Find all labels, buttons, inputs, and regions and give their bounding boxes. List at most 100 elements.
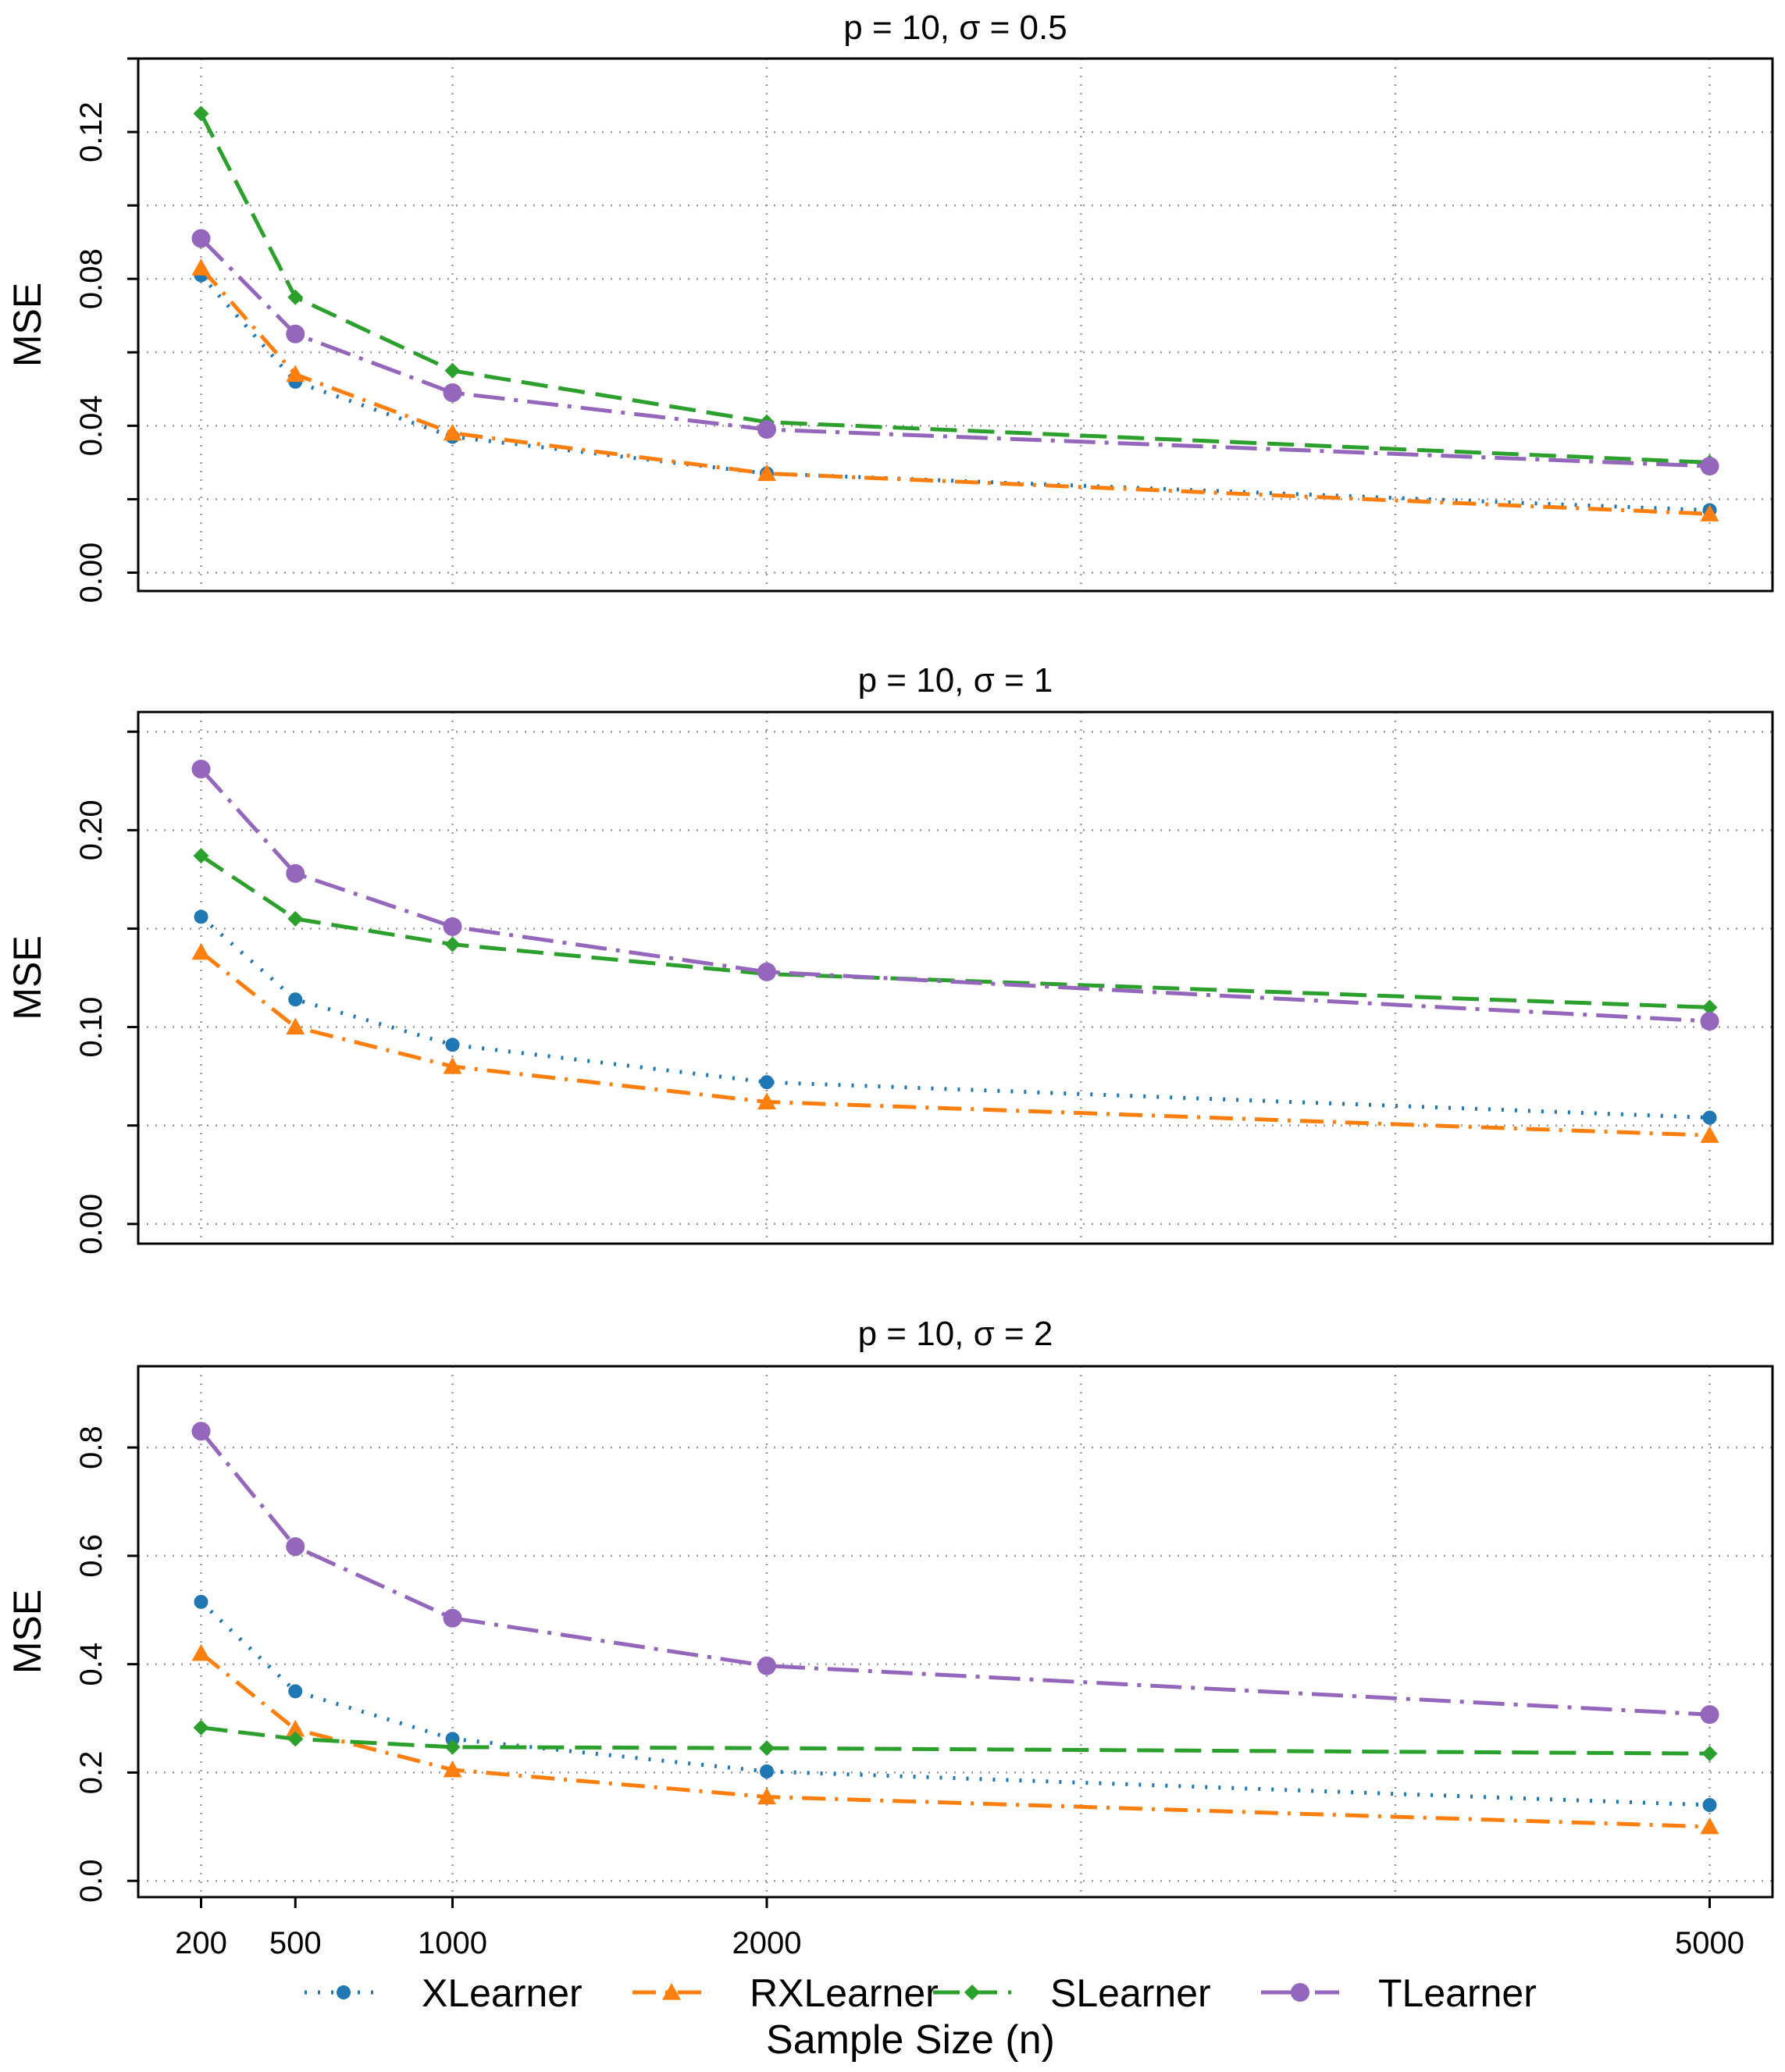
data-point: [193, 1719, 209, 1736]
series-line: [201, 1725, 1710, 1756]
x-tick-label: 200: [175, 1926, 227, 1960]
grid: [137, 57, 1773, 591]
panel-title: p = 10, σ = 1: [858, 661, 1053, 700]
legend-entry-rxlearner: RXLearner: [632, 1971, 939, 2015]
data-point: [288, 992, 303, 1007]
y-axis: 0.00 0.04 0.08 0.12: [74, 57, 138, 603]
y-tick-label: 0.12: [74, 101, 109, 162]
data-point: [760, 1764, 774, 1779]
data-point: [1702, 1110, 1717, 1125]
data-point: [1701, 1746, 1718, 1762]
x-axis-label: Sample Size (n): [766, 2017, 1055, 2063]
panel-title: p = 10, σ = 0.5: [843, 9, 1067, 47]
grid: [137, 712, 1773, 1244]
legend-label: XLearner: [422, 1971, 583, 2015]
series-line: [199, 1429, 1710, 1717]
data-point: [1701, 999, 1718, 1016]
panel-3: p = 10, σ = 2 0.0 0.2 0.4 0.6 0.8 MSE: [5, 1315, 1774, 1903]
data-point: [443, 917, 462, 936]
series-line: [199, 266, 1710, 516]
y-tick-label: 0.00: [74, 1194, 109, 1255]
data-point: [757, 1092, 776, 1109]
data-point: [757, 962, 776, 981]
data-point: [288, 1684, 303, 1699]
y-tick-label: 0.20: [74, 799, 109, 860]
y-axis: 0.0 0.2 0.4 0.6 0.8: [74, 1426, 138, 1903]
series-rxlearner: [191, 942, 1719, 1143]
y-tick-label: 0.2: [74, 1751, 109, 1795]
data-point: [194, 910, 208, 924]
plot-frame: [137, 710, 1774, 1245]
y-axis: 0.00 0.10 0.20: [74, 730, 138, 1255]
data-point: [191, 229, 211, 248]
data-point: [286, 863, 305, 883]
data-point: [286, 1017, 305, 1035]
legend-marker: [964, 1985, 980, 2000]
data-point: [193, 105, 209, 122]
series-line: [200, 854, 1710, 1009]
data-point: [444, 1739, 461, 1755]
data-point: [1700, 1817, 1719, 1835]
y-tick-label: 0.00: [74, 543, 109, 603]
data-point: [286, 1719, 305, 1737]
data-point: [286, 324, 305, 344]
data-point: [191, 1643, 211, 1661]
data-point: [757, 1787, 776, 1805]
series-line: [199, 915, 1710, 1120]
x-tick-label: 2000: [732, 1926, 802, 1960]
panel-2: p = 10, σ = 1 0.00 0.10 0.20 MSE: [5, 661, 1774, 1255]
series-slearner: [193, 105, 1718, 471]
y-axis-label: MSE: [5, 935, 49, 1020]
data-point: [191, 1422, 211, 1441]
data-point: [194, 1594, 208, 1609]
y-tick-label: 0.10: [74, 997, 109, 1058]
data-point: [286, 365, 305, 383]
data-point: [444, 362, 461, 379]
plot-frame: [137, 57, 1774, 593]
data-point: [286, 1537, 305, 1557]
y-tick-label: 0.0: [74, 1859, 109, 1903]
series-xlearner: [194, 910, 1717, 1125]
data-point: [443, 1608, 462, 1628]
grid: [137, 1366, 1773, 1897]
data-point: [757, 420, 776, 440]
series-line: [199, 767, 1710, 1024]
y-tick-label: 0.4: [74, 1643, 109, 1686]
data-point: [443, 1760, 462, 1778]
data-point: [1700, 504, 1719, 522]
y-tick-label: 0.6: [74, 1534, 109, 1578]
data-point: [191, 942, 211, 960]
panel-1: p = 10, σ = 0.5 0.00 0.04 0.08 0.12 MSE: [5, 9, 1774, 603]
data-point: [759, 1740, 775, 1757]
y-tick-label: 0.04: [74, 395, 109, 456]
x-tick-label: 1000: [418, 1926, 487, 1960]
plot-frame: [137, 1365, 1774, 1899]
data-point: [445, 1732, 460, 1746]
legend-entry-xlearner: XLearner: [305, 1971, 583, 2015]
data-point: [191, 760, 211, 779]
data-point: [287, 289, 304, 305]
series-slearner: [193, 848, 1718, 1016]
data-point: [191, 258, 211, 276]
series-line: [199, 273, 1710, 513]
series-tlearner: [191, 1422, 1719, 1725]
series-line: [199, 112, 1710, 465]
data-point: [1700, 1126, 1719, 1143]
legend-marker: [1291, 1983, 1309, 2002]
legend-label: TLearner: [1378, 1971, 1537, 2015]
series-line: [199, 950, 1710, 1137]
data-point: [1700, 1705, 1719, 1725]
data-point: [443, 383, 462, 403]
legend-label: RXLearner: [750, 1971, 939, 2015]
series-tlearner: [191, 760, 1719, 1031]
x-tick-label: 5000: [1675, 1926, 1744, 1960]
series-line: [199, 237, 1710, 468]
data-point: [757, 464, 776, 482]
data-point: [760, 1075, 774, 1090]
data-point: [193, 848, 209, 864]
x-axis: 200 500 1000 2000 5000: [175, 1897, 1744, 1960]
series-rxlearner: [191, 258, 1719, 522]
series-line: [199, 1651, 1710, 1829]
